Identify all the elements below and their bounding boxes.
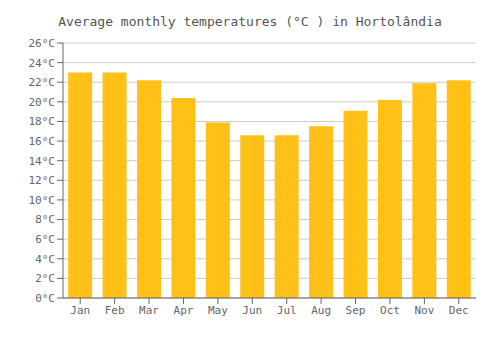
svg-text:Jul: Jul — [277, 304, 297, 317]
svg-text:Sep: Sep — [346, 304, 366, 317]
svg-text:Apr: Apr — [174, 304, 194, 317]
svg-text:May: May — [208, 304, 228, 317]
svg-text:8°C: 8°C — [35, 213, 55, 226]
svg-text:12°C: 12°C — [29, 174, 56, 187]
svg-text:Feb: Feb — [105, 304, 125, 317]
svg-text:Jan: Jan — [70, 304, 90, 317]
svg-text:26°C: 26°C — [29, 37, 56, 50]
svg-text:18°C: 18°C — [29, 115, 56, 128]
svg-text:6°C: 6°C — [35, 233, 55, 246]
svg-text:Mar: Mar — [139, 304, 159, 317]
svg-text:20°C: 20°C — [29, 96, 56, 109]
html-text:Average monthly temperatures (: Average monthly temperatures (°C ) in Ho… — [58, 14, 442, 29]
svg-text:0°C: 0°C — [35, 292, 55, 305]
svg-text:14°C: 14°C — [29, 155, 56, 168]
svg-text:10°C: 10°C — [29, 194, 56, 207]
svg-text:Nov: Nov — [414, 304, 434, 317]
svg-text:Aug: Aug — [311, 304, 331, 317]
svg-text:Jun: Jun — [242, 304, 262, 317]
svg-text:24°C: 24°C — [29, 57, 56, 70]
svg-text:4°C: 4°C — [35, 253, 55, 266]
svg-text:2°C: 2°C — [35, 272, 55, 285]
svg-text:16°C: 16°C — [29, 135, 56, 148]
svg-text:Oct: Oct — [380, 304, 400, 317]
svg-text:22°C: 22°C — [29, 76, 56, 89]
svg-text:Dec: Dec — [449, 304, 469, 317]
